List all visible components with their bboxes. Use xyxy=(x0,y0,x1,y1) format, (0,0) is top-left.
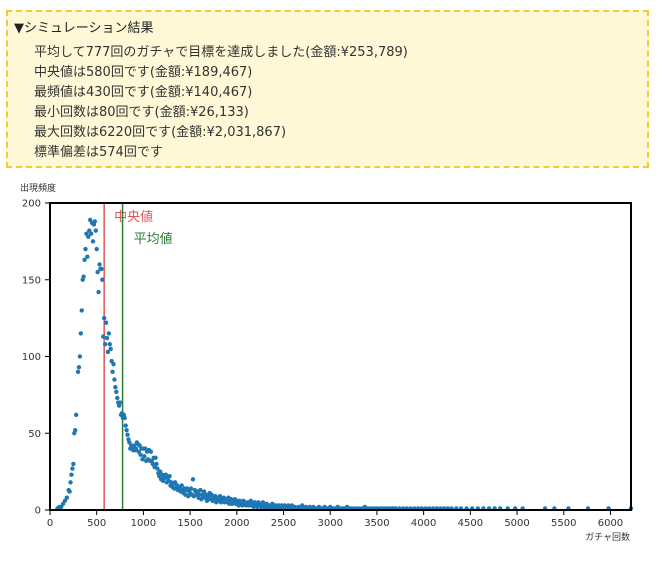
x-tick-label: 1000 xyxy=(131,518,156,529)
scatter-point xyxy=(115,395,120,401)
scatter-point xyxy=(106,331,112,336)
x-tick-label: 3500 xyxy=(364,518,389,529)
scatter-point xyxy=(67,489,72,494)
scatter-point xyxy=(73,412,79,418)
scatter-point xyxy=(198,487,203,493)
scatter-point xyxy=(86,234,91,239)
scatter-point xyxy=(95,269,100,275)
scatter-point xyxy=(138,452,143,457)
x-tick-label: 3000 xyxy=(317,518,342,529)
plot-frame xyxy=(49,202,632,511)
x-tick-label: 6000 xyxy=(598,518,623,529)
scatter-point xyxy=(133,446,139,451)
scatter-point xyxy=(99,266,104,272)
stddev-result-line: 標準偏差は574回です xyxy=(34,145,163,160)
x-tick-label: 4000 xyxy=(411,518,436,529)
scatter-point xyxy=(82,257,87,262)
scatter-point xyxy=(179,483,184,488)
scatter-point xyxy=(122,415,127,421)
x-tick-label: 5000 xyxy=(504,518,529,529)
scatter-point xyxy=(153,455,158,461)
scatter-point xyxy=(92,219,98,224)
scatter-point xyxy=(114,389,119,395)
scatter-point xyxy=(94,246,99,252)
scatter-point xyxy=(81,274,86,279)
mode-result-line: 最頻値は430回です(金額:¥140,467) xyxy=(34,85,253,100)
x-tick-label: 5500 xyxy=(551,518,576,529)
x-axis-label: ガチャ回数 xyxy=(585,531,630,543)
median-result-line: 中央値は580回です(金額:¥189,467) xyxy=(34,65,253,80)
scatter-point xyxy=(111,361,116,367)
scatter-point xyxy=(64,495,70,500)
chart-axes: 0 500 1000 1500 2000 2500 3000 3500 4000 4500 5000… xyxy=(22,199,623,530)
scatter-point xyxy=(102,342,108,347)
min-result-line: 最小回数は80回です(金額:¥26,133) xyxy=(34,105,249,120)
scatter-point xyxy=(167,474,172,479)
frequency-scatter-chart: 出現頻度 ガチャ回数 0 500 1000 1500 2000 2500 3000 3500 4… xyxy=(20,182,634,543)
scatter-point xyxy=(96,289,101,295)
scatter-point xyxy=(69,472,74,477)
scatter-point xyxy=(68,480,73,485)
max-result-line: 最大回数は6220回です(金額:¥2,031,867) xyxy=(34,125,287,140)
scatter-point xyxy=(154,461,159,467)
scatter-point xyxy=(142,454,147,459)
scatter-point xyxy=(188,486,194,491)
y-axis-label: 出現頻度 xyxy=(20,182,56,194)
scatter-point xyxy=(110,369,115,375)
y-tick-label: 200 xyxy=(22,199,41,210)
scatter-point xyxy=(83,246,88,252)
scatter-point xyxy=(112,377,117,382)
scatter-point xyxy=(113,385,118,390)
x-tick-label: 2000 xyxy=(224,518,249,529)
scatter-point xyxy=(101,315,107,321)
x-tick-label: 1500 xyxy=(177,518,202,529)
mean-result-line: 平均して777回のガチャで目標を達成しました(金額:¥253,789) xyxy=(34,45,408,60)
scatter-point xyxy=(90,239,96,244)
scatter-point xyxy=(125,432,130,437)
x-tick-label: 0 xyxy=(47,518,53,529)
scatter-point xyxy=(101,334,106,339)
y-tick-label: 0 xyxy=(35,506,41,517)
y-tick-label: 50 xyxy=(28,429,41,440)
mean-line-label: 平均値 xyxy=(134,231,173,247)
scatter-point xyxy=(88,231,94,236)
scatter-point xyxy=(103,320,109,325)
scatter-point xyxy=(76,365,82,370)
result-panel-toggle[interactable]: ▼シミュレーション結果 xyxy=(14,21,154,36)
scatter-point xyxy=(148,449,154,454)
scatter-point xyxy=(104,335,110,341)
y-tick-label: 150 xyxy=(22,275,41,286)
scatter-point xyxy=(190,477,196,482)
scatter-points xyxy=(55,217,634,511)
result-summary-list: 平均して777回のガチャで目標を達成しました(金額:¥253,789) 中央値は… xyxy=(14,43,641,163)
y-tick-label: 100 xyxy=(22,352,41,363)
scatter-point xyxy=(85,254,90,259)
scatter-point xyxy=(107,342,112,347)
scatter-point xyxy=(77,354,83,359)
scatter-point xyxy=(75,369,81,375)
scatter-point xyxy=(100,277,105,282)
scatter-point xyxy=(108,346,113,352)
scatter-point xyxy=(93,228,98,233)
median-line-label: 中央値 xyxy=(114,209,153,225)
scatter-point xyxy=(71,461,76,467)
scatter-point xyxy=(79,308,84,313)
scatter-point xyxy=(117,400,123,405)
scatter-point xyxy=(155,466,160,471)
scatter-point xyxy=(123,423,128,428)
x-tick-label: 500 xyxy=(87,518,106,529)
x-tick-label: 2500 xyxy=(271,518,296,529)
scatter-point xyxy=(70,466,75,471)
scatter-point xyxy=(124,427,129,433)
scatter-point xyxy=(97,262,102,267)
scatter-point xyxy=(78,331,84,336)
simulation-result-panel: ▼シミュレーション結果 平均して777回のガチャで目標を達成しました(金額:¥2… xyxy=(6,10,649,168)
scatter-point xyxy=(105,349,111,355)
scatter-point xyxy=(73,427,78,433)
x-tick-label: 4500 xyxy=(458,518,483,529)
